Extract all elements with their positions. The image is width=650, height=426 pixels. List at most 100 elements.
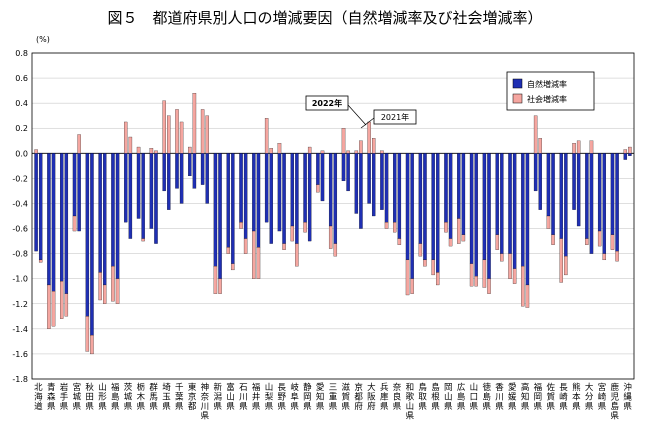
bar-natural	[316, 153, 320, 185]
bar-natural	[162, 153, 166, 192]
bar-social	[256, 247, 261, 279]
category-label: 島根県	[431, 382, 440, 412]
bar-social	[359, 140, 363, 154]
bar-social	[397, 238, 402, 245]
bar-natural	[512, 153, 517, 269]
bar-natural	[34, 153, 38, 252]
y-tick-label: -1.0	[12, 275, 28, 284]
bar-natural	[295, 153, 299, 244]
bar-social	[436, 272, 440, 286]
bar-natural	[474, 153, 478, 277]
category-label: 福島県	[111, 382, 120, 412]
bar-natural	[469, 153, 474, 264]
annotation-2022-box	[305, 95, 349, 111]
category-label: 香川県	[495, 382, 504, 412]
category-label: 岐阜県	[290, 382, 299, 412]
bar-natural	[559, 153, 563, 239]
bar-natural	[218, 153, 222, 279]
bar-social	[179, 121, 184, 154]
bar-social	[72, 215, 77, 232]
category-label: 広島県	[457, 382, 466, 412]
category-label: 大分県	[585, 382, 594, 412]
category-label: 静岡県	[303, 382, 312, 412]
category-label: 山口県	[470, 382, 479, 412]
y-tick-label: -0.6	[12, 225, 28, 234]
y-tick-label: -1.2	[12, 300, 28, 309]
category-label: 岡山県	[444, 383, 453, 412]
category-label: 兵庫県	[380, 382, 389, 412]
bar-social	[316, 184, 320, 193]
category-label: 京都府	[354, 382, 363, 412]
bar-social	[393, 222, 397, 233]
legend-swatch-natural	[512, 78, 523, 89]
bars	[34, 92, 632, 355]
category-label: 群馬県	[149, 382, 158, 412]
legend-label-social: 社会増減率	[527, 94, 567, 104]
bar-natural	[239, 153, 243, 223]
bar-social	[282, 243, 286, 250]
bar-social	[320, 150, 325, 154]
bar-natural	[328, 153, 333, 227]
bar-natural	[546, 153, 551, 217]
bar-natural	[85, 153, 90, 317]
bar-social	[124, 121, 128, 154]
bar-social	[500, 253, 504, 262]
bar-natural	[623, 153, 628, 160]
bar-natural	[226, 153, 230, 248]
bar-natural	[436, 153, 440, 273]
bar-natural	[418, 153, 423, 244]
bar-social	[111, 266, 115, 302]
bar-natural	[410, 153, 414, 279]
y-tick-labels: 0.8 0.6 0.4 0.2 0.0 -0.2 -0.4 -0.6 -0.8 -1.0 -1.2 -…	[12, 49, 28, 384]
y-tick-label: -0.4	[12, 199, 28, 208]
bar-social	[226, 247, 230, 254]
bar-natural	[141, 153, 145, 239]
bar-natural	[47, 153, 51, 286]
bar-social	[372, 138, 376, 154]
bar-social	[410, 278, 414, 294]
bar-social	[333, 243, 338, 257]
category-label: 宮城県	[73, 382, 82, 412]
annotation-2021-box	[373, 109, 417, 125]
bar-natural	[282, 153, 286, 244]
bar-social	[602, 253, 607, 261]
bar-social	[38, 259, 43, 263]
y-tick-label: 0.8	[15, 49, 28, 58]
legend-swatch-social	[512, 93, 523, 104]
bar-natural	[200, 153, 205, 185]
bar-natural	[405, 153, 410, 261]
bar-natural	[252, 153, 256, 232]
bar-natural	[461, 153, 466, 235]
bar-natural	[610, 153, 615, 235]
bar-natural	[213, 153, 218, 267]
bar-natural	[431, 153, 435, 261]
bar-social	[628, 146, 632, 154]
category-label: 和歌山県	[406, 383, 415, 422]
bar-social	[346, 150, 350, 154]
y-tick-label: -1.6	[12, 350, 28, 359]
y-tick-label: 0.4	[15, 99, 28, 108]
bar-social	[405, 259, 410, 296]
bar-social	[615, 250, 619, 262]
bar-natural	[205, 153, 209, 204]
bar-natural	[320, 153, 325, 202]
bar-natural	[495, 153, 499, 235]
bar-natural	[615, 153, 619, 252]
bar-natural	[38, 153, 43, 261]
legend-label-natural: 自然増減率	[527, 79, 567, 89]
category-label: 徳島県	[482, 382, 491, 412]
category-label: 鹿児島県	[611, 382, 620, 422]
bar-natural	[256, 153, 261, 248]
bar-social	[85, 316, 90, 352]
bar-social	[98, 272, 102, 301]
bar-social	[551, 234, 555, 245]
bar-natural	[154, 153, 158, 244]
bar-social	[423, 259, 427, 267]
bar-natural	[72, 153, 77, 217]
bar-natural	[179, 153, 184, 204]
bar-social	[546, 215, 551, 229]
bar-natural	[564, 153, 568, 257]
bar-social	[115, 278, 120, 304]
y-tick-label: -1.8	[12, 375, 28, 384]
bar-natural	[341, 153, 346, 182]
